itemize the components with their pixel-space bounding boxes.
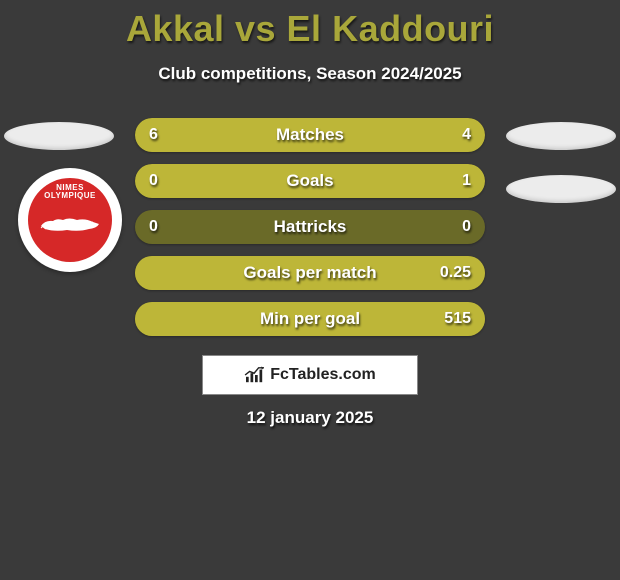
- team-slot-left-1: [4, 122, 114, 150]
- chart-icon: [244, 366, 266, 384]
- date-text: 12 january 2025: [0, 408, 620, 428]
- stat-row: 00Hattricks: [135, 210, 485, 244]
- stat-label: Hattricks: [135, 210, 485, 244]
- stat-label: Matches: [135, 118, 485, 152]
- club-badge: NIMESOLYMPIQUE: [18, 168, 122, 272]
- stat-row: 0.25Goals per match: [135, 256, 485, 290]
- team-slot-right-1: [506, 122, 616, 150]
- page-title: Akkal vs El Kaddouri: [0, 0, 620, 50]
- club-badge-inner: NIMESOLYMPIQUE: [28, 178, 112, 262]
- brand-box[interactable]: FcTables.com: [202, 355, 418, 395]
- stat-row: 64Matches: [135, 118, 485, 152]
- stat-row: 515Min per goal: [135, 302, 485, 336]
- subtitle: Club competitions, Season 2024/2025: [0, 64, 620, 84]
- stat-label: Goals: [135, 164, 485, 198]
- team-slot-right-2: [506, 175, 616, 203]
- stat-label: Goals per match: [135, 256, 485, 290]
- crocodile-icon: [39, 212, 101, 234]
- stat-label: Min per goal: [135, 302, 485, 336]
- stat-row: 01Goals: [135, 164, 485, 198]
- stats-panel: 64Matches 01Goals 00Hattricks 0.25Goals per…: [135, 118, 485, 348]
- club-badge-text: NIMESOLYMPIQUE: [44, 184, 96, 200]
- brand-text: FcTables.com: [270, 366, 376, 384]
